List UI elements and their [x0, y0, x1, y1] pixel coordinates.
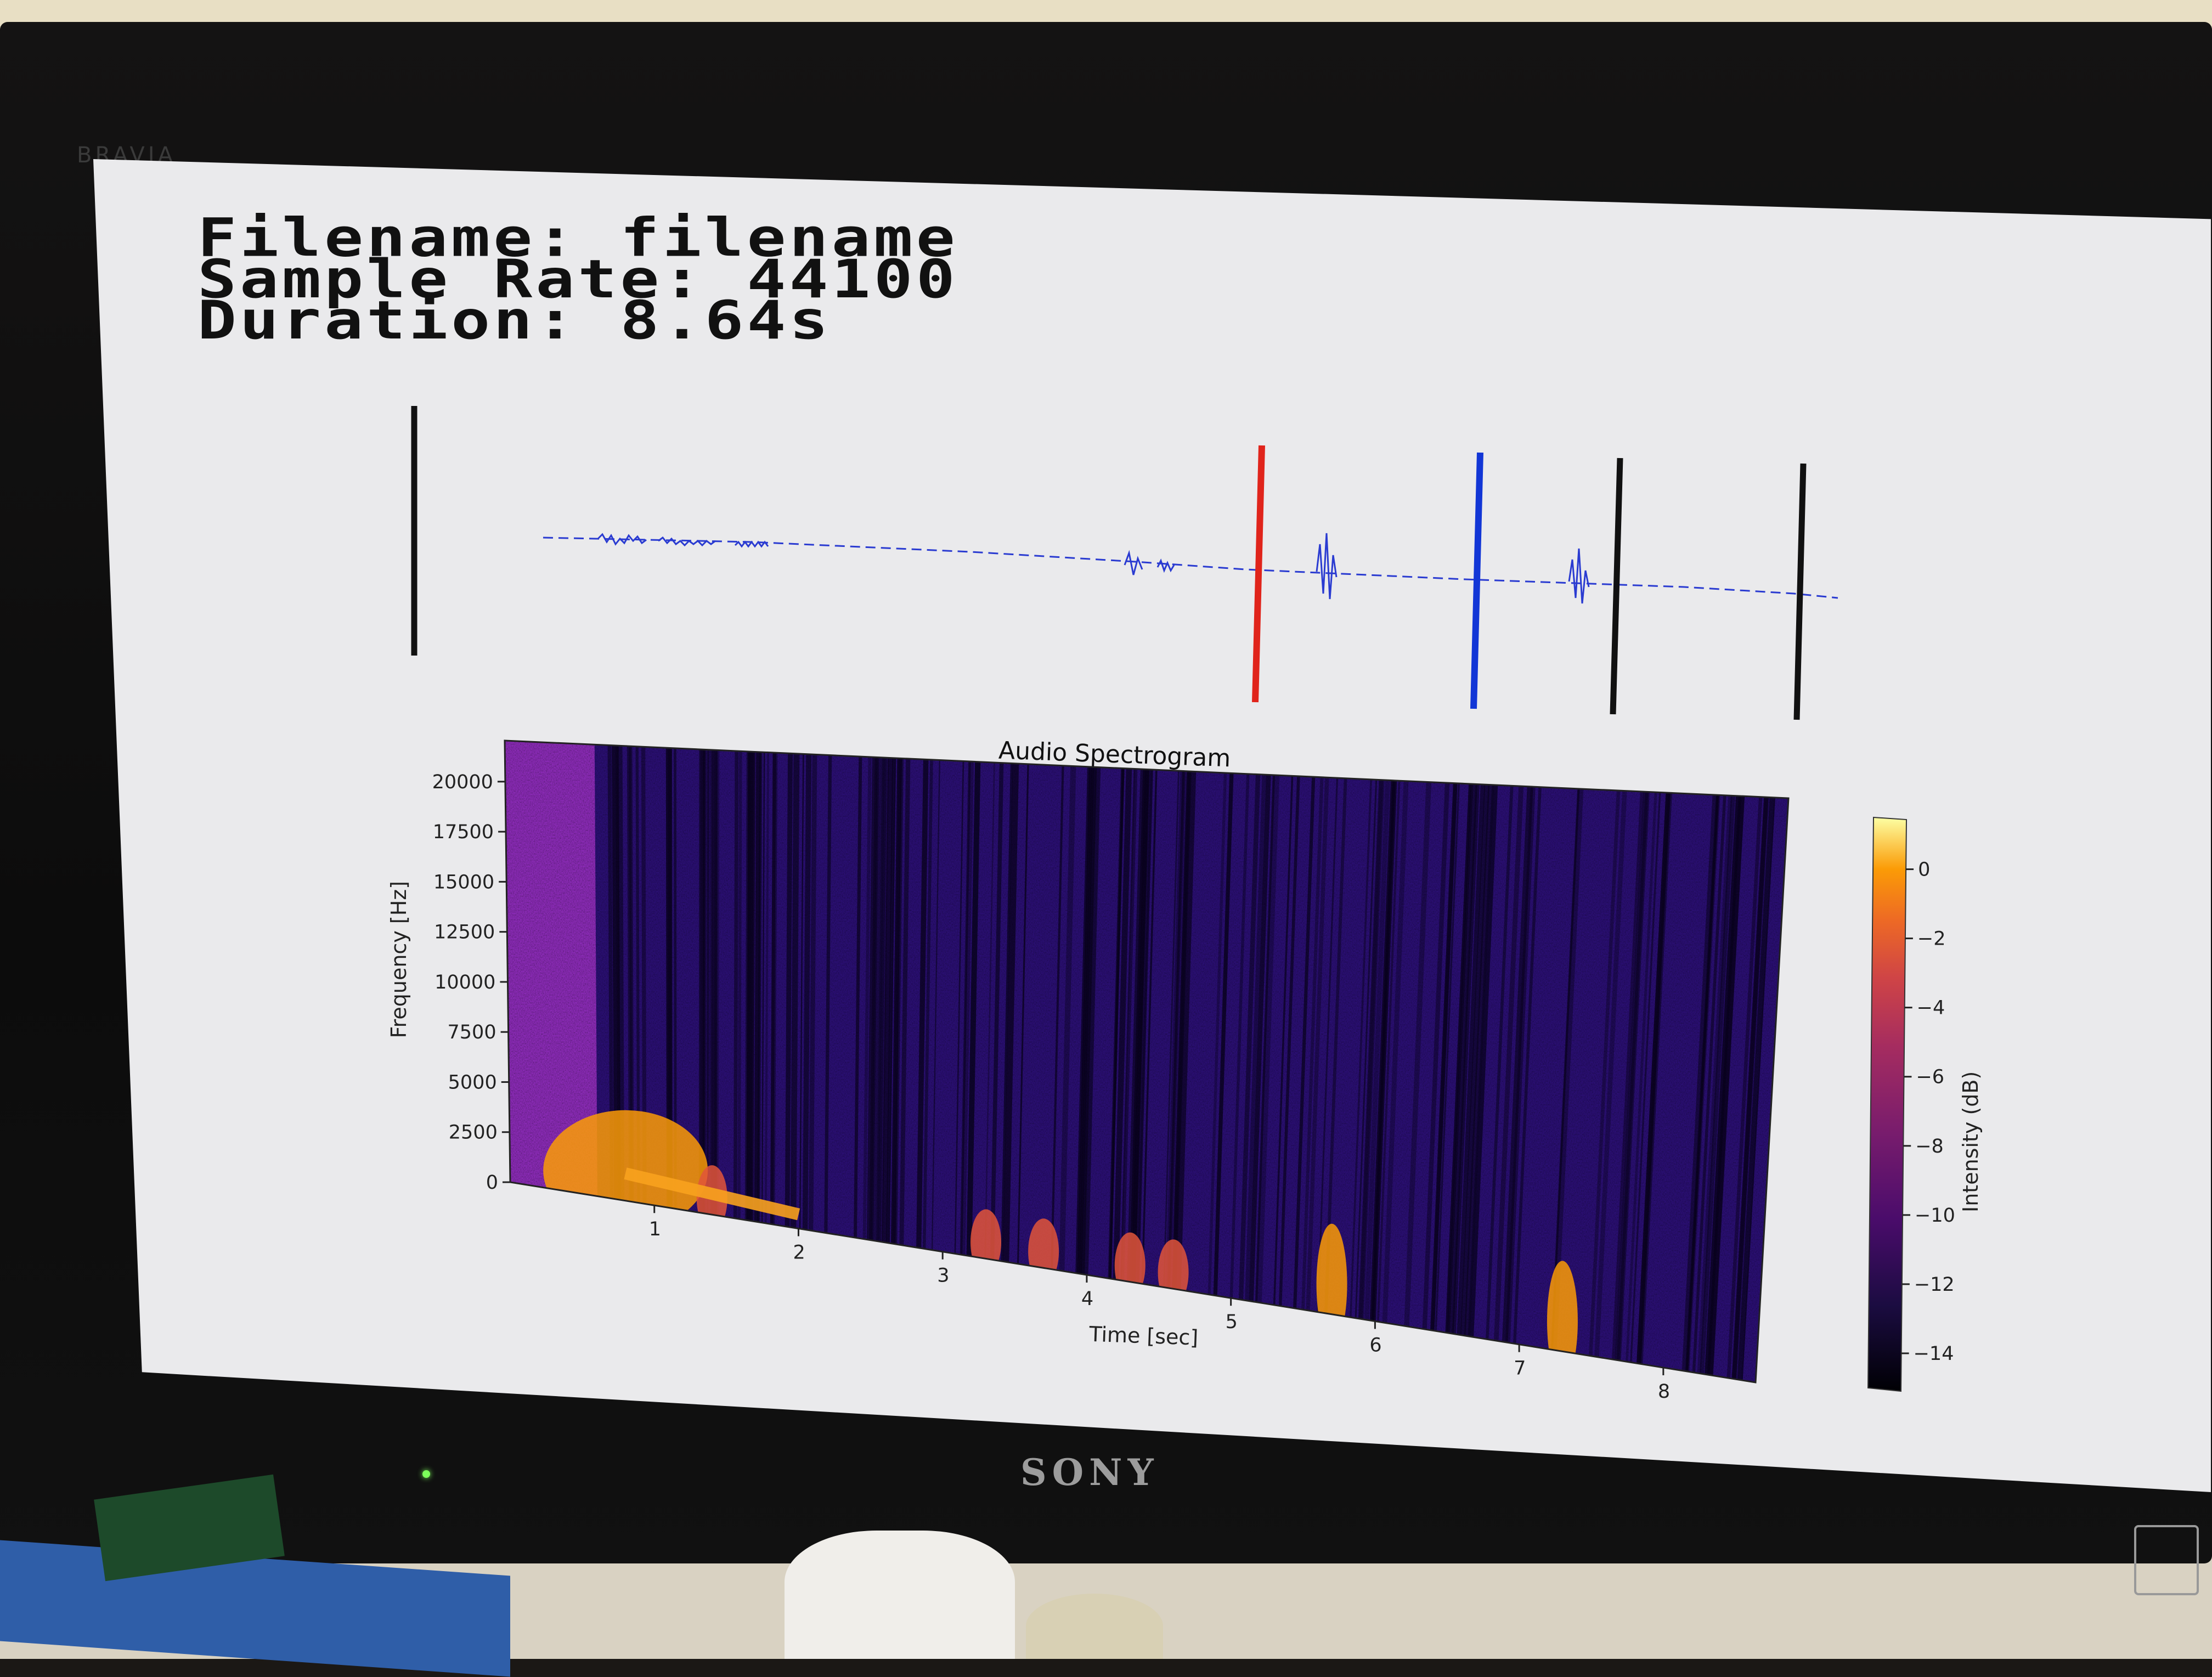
spectrogram-image: [504, 739, 1790, 1384]
x-tick-label: 1: [649, 1218, 661, 1240]
y-tick-label: 7500: [448, 1021, 496, 1043]
duration-line: Duration: 8.64s: [198, 289, 832, 352]
spectrogram-event: [1114, 1232, 1146, 1298]
spectrogram-event: [970, 1209, 1002, 1275]
colorbar-tick-label: −10: [1915, 1205, 1955, 1227]
x-tick-label: 6: [1369, 1334, 1381, 1356]
spectrogram-band: [624, 1167, 800, 1221]
x-axis-ticks: 1 2 3 4 5 6 7 8: [649, 1205, 1670, 1403]
waveform-bursts: [597, 533, 1590, 604]
colorbar-tick-label: −12: [1914, 1274, 1955, 1296]
y-tick-label: 10000: [435, 972, 495, 993]
marker-red: [1252, 445, 1265, 703]
colorbar-tick-label: −6: [1916, 1066, 1944, 1088]
colorbar-tick-label: −14: [1914, 1343, 1954, 1365]
y-tick-label: 17500: [433, 821, 494, 843]
x-tick-label: 4: [1081, 1288, 1093, 1310]
marker-black-2: [1793, 463, 1807, 720]
x-axis-label: Time [sec]: [1088, 1322, 1199, 1350]
marker-black-1: [1610, 458, 1623, 715]
y-tick-label: 2500: [449, 1122, 498, 1144]
spectrogram-event: [1547, 1261, 1578, 1382]
spectrogram-event: [543, 1110, 708, 1231]
y-tick-label: 0: [486, 1172, 498, 1194]
x-tick-label: 8: [1658, 1381, 1670, 1403]
power-led-icon: [422, 1470, 430, 1478]
colorbar-tick-label: −8: [1915, 1136, 1944, 1157]
y-tick-label: 5000: [448, 1071, 497, 1093]
y-tick-label: 20000: [432, 771, 493, 793]
x-tick-label: 3: [937, 1265, 949, 1287]
spectrogram-event: [1158, 1239, 1189, 1306]
screen-display: Filename: filename Sample Rate: 44100 Dura…: [93, 159, 2211, 1492]
tv-stand: [785, 1531, 1015, 1659]
marker-blue: [1470, 452, 1483, 709]
spectrogram-noise: [505, 741, 1788, 1382]
x-tick-label: 7: [1514, 1358, 1526, 1380]
energy-star-icon: [2134, 1525, 2199, 1595]
colorbar-label: Intensity (dB): [1959, 1071, 1983, 1212]
colorbar-tick-label: −4: [1917, 997, 1945, 1019]
y-axis-ticks: 0 2500 5000 7500 10000 12500 15000 17500 20000: [432, 771, 510, 1194]
x-tick-label: 2: [793, 1241, 805, 1263]
sample-rate-line: Sample Rate: 44100: [198, 247, 958, 310]
y-axis-label: Frequency [Hz]: [387, 881, 411, 1038]
spectrogram-chart: 1 2 3 4 5 6 7 8 0 2500 5000 7500 10000 12500 15000 175…: [387, 739, 1983, 1403]
x-tick-label: 5: [1226, 1311, 1238, 1333]
colorbar-gradient: [1867, 816, 1908, 1392]
colorbar-tick-label: −2: [1917, 928, 1946, 950]
plot-frame: [504, 739, 1790, 1384]
file-info-panel: Filename: filename Sample Rate: 44100 Dura…: [198, 206, 958, 352]
y-tick-label: 15000: [433, 871, 494, 893]
brand-logo: SONY: [1020, 1451, 1159, 1494]
colorbar-tick-label: 0: [1918, 859, 1930, 881]
y-tick-label: 12500: [434, 922, 495, 944]
colorbar: 0 −2 −4 −6 −8 −10 −12 −14: [1867, 816, 1955, 1392]
waveform-plot: [411, 406, 1838, 720]
waveform-trace: [543, 537, 1838, 599]
filename-line: Filename: filename: [198, 206, 958, 269]
tape-roll: [1026, 1594, 1163, 1659]
spectrogram-event: [1028, 1218, 1059, 1285]
spectrogram-event: [1316, 1223, 1347, 1345]
